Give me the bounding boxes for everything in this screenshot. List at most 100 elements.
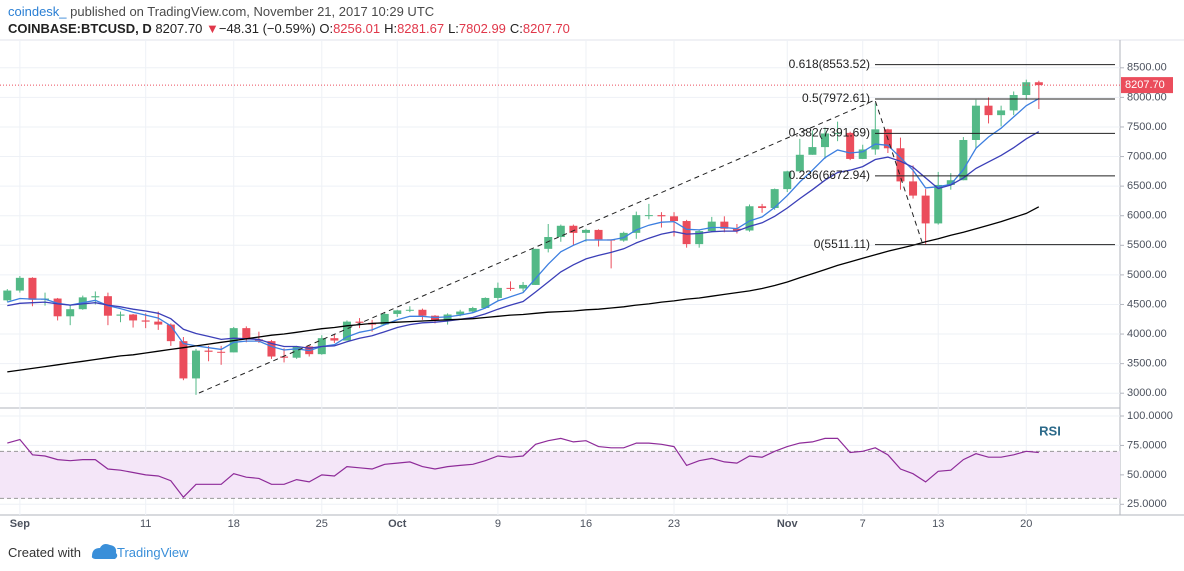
candle-body bbox=[393, 310, 402, 314]
close-value: 8207.70 bbox=[522, 21, 570, 36]
candle-body bbox=[732, 228, 741, 231]
candle-body bbox=[468, 308, 477, 312]
candle-body bbox=[405, 309, 414, 311]
candle-body bbox=[770, 189, 779, 209]
y-tick-label: 5500.00 bbox=[1127, 239, 1167, 251]
y-tick-label: 8500.00 bbox=[1127, 62, 1167, 74]
x-tick-label: 16 bbox=[580, 518, 592, 530]
y-tick-label: 6000.00 bbox=[1127, 210, 1167, 222]
candle-body bbox=[456, 311, 465, 315]
candle-body bbox=[506, 287, 515, 289]
rsi-band bbox=[0, 451, 1120, 499]
candle-body bbox=[909, 181, 918, 196]
candle-body bbox=[619, 232, 628, 241]
candle-body bbox=[984, 105, 993, 116]
x-tick-label: 23 bbox=[668, 518, 680, 530]
low-value: 7802.99 bbox=[458, 21, 506, 36]
candle-body bbox=[921, 195, 930, 224]
candle-body bbox=[129, 314, 138, 321]
fib-label: 0.5(7972.61) bbox=[802, 91, 870, 105]
fib-label: 0(5511.11) bbox=[814, 237, 870, 251]
brand-logo bbox=[91, 544, 118, 559]
candle-body bbox=[896, 148, 905, 182]
candle-body bbox=[795, 154, 804, 172]
candle-body bbox=[418, 309, 427, 316]
last-price-box bbox=[1121, 77, 1173, 94]
candle-body bbox=[15, 277, 24, 291]
y-tick-label: 7000.00 bbox=[1127, 150, 1167, 162]
candle-body bbox=[191, 350, 200, 379]
candle-body bbox=[820, 133, 829, 148]
change: −48.31 (−0.59%) bbox=[218, 21, 316, 36]
candle-body bbox=[581, 229, 590, 233]
candle-body bbox=[280, 356, 289, 358]
o-label: O: bbox=[319, 21, 334, 36]
candle-body bbox=[355, 321, 364, 323]
y-tick-label: 75.0000 bbox=[1127, 439, 1167, 451]
candle-body bbox=[783, 171, 792, 190]
x-tick-label: 7 bbox=[860, 518, 866, 530]
x-tick-label: 18 bbox=[228, 518, 240, 530]
candle-body bbox=[971, 105, 980, 140]
published: published on TradingView.com, November 2… bbox=[70, 4, 435, 19]
y-tick-label: 8000.00 bbox=[1127, 91, 1167, 103]
candle-body bbox=[544, 237, 553, 249]
brand-link[interactable]: TradingView bbox=[117, 545, 189, 560]
y-tick-label: 7500.00 bbox=[1127, 121, 1167, 133]
candle-body bbox=[519, 284, 528, 289]
candle-body bbox=[493, 287, 502, 298]
x-tick-label: Nov bbox=[777, 518, 799, 530]
candle-body bbox=[997, 110, 1006, 116]
moving-average bbox=[7, 131, 1040, 349]
candle-body bbox=[53, 298, 62, 317]
c-label: C: bbox=[509, 21, 523, 36]
moving-average bbox=[7, 98, 1040, 352]
x-tick-label: 25 bbox=[316, 518, 328, 530]
candle-body bbox=[531, 248, 540, 285]
h-label: H: bbox=[384, 21, 398, 36]
candle-body bbox=[28, 277, 37, 300]
publisher[interactable]: coindesk_ bbox=[8, 4, 67, 19]
y-tick-label: 6500.00 bbox=[1127, 180, 1167, 192]
candle-body bbox=[217, 351, 226, 353]
candle-body bbox=[808, 147, 817, 155]
x-tick-label: 9 bbox=[495, 518, 501, 530]
candle-body bbox=[707, 221, 716, 232]
candle-body bbox=[934, 184, 943, 224]
l-label: L: bbox=[448, 21, 459, 36]
fib-label: 0.236(6672.94) bbox=[789, 168, 870, 182]
rsi-title: RSI bbox=[1039, 423, 1061, 438]
candle-body bbox=[594, 229, 603, 240]
rsi-pane bbox=[0, 437, 1120, 499]
candle-body bbox=[481, 297, 490, 309]
candle-body bbox=[380, 313, 389, 325]
symbol: COINBASE:BTCUSD, D bbox=[8, 21, 152, 36]
candle-body bbox=[66, 309, 75, 317]
candle-body bbox=[1022, 82, 1031, 96]
candle-body bbox=[342, 321, 351, 341]
candle-body bbox=[833, 132, 842, 134]
x-tick-label: 11 bbox=[140, 518, 151, 530]
candle-body bbox=[254, 339, 263, 342]
candle-body bbox=[670, 216, 679, 222]
candle-body bbox=[644, 215, 653, 217]
y-tick-label: 4500.00 bbox=[1127, 298, 1167, 310]
fib-label: 0.382(7391.69) bbox=[789, 126, 870, 140]
y-tick-label: 100.0000 bbox=[1127, 410, 1173, 422]
fib-label: 0.618(8553.52) bbox=[789, 57, 870, 71]
candle-body bbox=[267, 341, 276, 357]
y-tick-label: 3500.00 bbox=[1127, 358, 1167, 370]
grid bbox=[0, 40, 1120, 515]
candle-body bbox=[758, 206, 767, 209]
candle-body bbox=[116, 314, 125, 316]
x-tick-label: 13 bbox=[932, 518, 944, 530]
candle-body bbox=[1034, 82, 1043, 86]
y-tick-label: 50.0000 bbox=[1127, 469, 1167, 481]
candle-body bbox=[657, 215, 666, 217]
candle-body bbox=[871, 129, 880, 150]
x-tick-label: Sep bbox=[10, 518, 30, 530]
y-tick-label: 3000.00 bbox=[1127, 387, 1167, 399]
candle-body bbox=[292, 346, 301, 358]
change-arrow: ▼ bbox=[205, 21, 219, 36]
open-value: 8256.01 bbox=[333, 21, 381, 36]
